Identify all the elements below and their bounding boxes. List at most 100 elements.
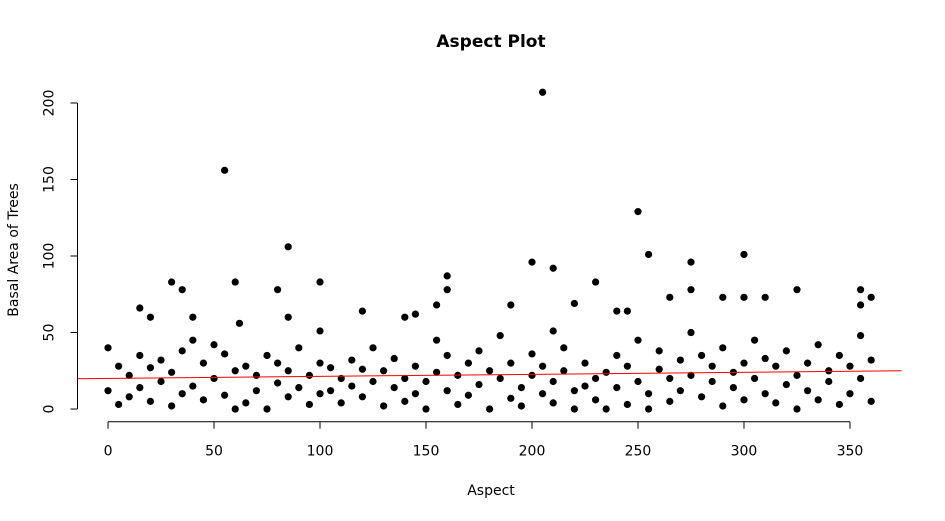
point [560,367,568,375]
x-tick-label: 50 [205,444,223,460]
point [772,399,780,407]
point [835,351,843,360]
point [199,396,208,404]
point [666,293,674,301]
point [443,272,451,280]
point [475,380,483,389]
point [305,371,314,379]
point [793,286,801,294]
point [433,336,441,344]
point [316,327,324,335]
point [856,301,865,309]
point [221,391,229,399]
point [761,390,769,398]
point [178,286,186,294]
point [856,331,865,340]
point [125,393,133,401]
point [252,371,261,379]
x-tick-label: 150 [413,444,440,460]
point [274,379,282,387]
point [666,374,674,383]
point [687,258,695,266]
point [666,397,674,405]
point [284,367,292,375]
chart-title: Aspect Plot [436,32,545,52]
point [231,367,239,375]
point [549,327,557,335]
point [454,400,462,409]
point [867,293,875,301]
point [433,301,441,309]
point [221,350,229,358]
point [125,371,133,379]
point [327,364,335,372]
point [369,377,377,386]
point [655,347,663,355]
point [168,368,176,376]
point [486,367,494,375]
point [358,365,367,373]
point [634,336,642,344]
point [411,362,420,370]
point [613,307,621,315]
point [697,351,706,360]
x-tick-label: 350 [837,444,864,460]
point [549,264,557,272]
point [623,400,631,409]
point [210,341,218,349]
point [846,390,854,398]
point [284,243,292,251]
point [591,374,600,383]
point [676,356,684,364]
point [676,387,684,395]
point [390,354,398,363]
point [517,402,525,410]
point [846,362,854,370]
point [560,344,568,352]
point [507,359,515,367]
point [136,304,144,312]
point [507,394,515,402]
point [168,278,176,286]
point [242,399,250,407]
point [146,397,155,405]
point [740,293,748,301]
point [443,286,451,294]
point [750,374,759,383]
x-axis-label: Aspect [467,483,515,499]
point [549,377,557,386]
point [295,384,303,392]
point [740,359,748,367]
point [793,371,801,379]
point [316,390,324,398]
point [814,341,822,349]
point [761,354,769,363]
point [422,405,430,413]
point [803,387,812,395]
y-tick-label: 200 [42,90,58,117]
point [570,299,578,308]
point [602,368,610,376]
point [464,359,473,367]
point [655,365,663,373]
point [591,278,600,286]
point [719,293,727,301]
point [687,371,695,379]
point [623,362,631,370]
point [867,397,875,405]
point [772,362,780,370]
point [401,374,409,383]
x-tick-label: 300 [731,444,758,460]
point [221,166,229,174]
point [274,359,282,367]
point [496,331,504,340]
point [390,384,398,392]
point [443,387,451,395]
point [115,400,123,409]
point [782,347,790,355]
point [528,258,536,266]
point [750,336,759,344]
point [825,367,833,375]
point [136,384,144,392]
